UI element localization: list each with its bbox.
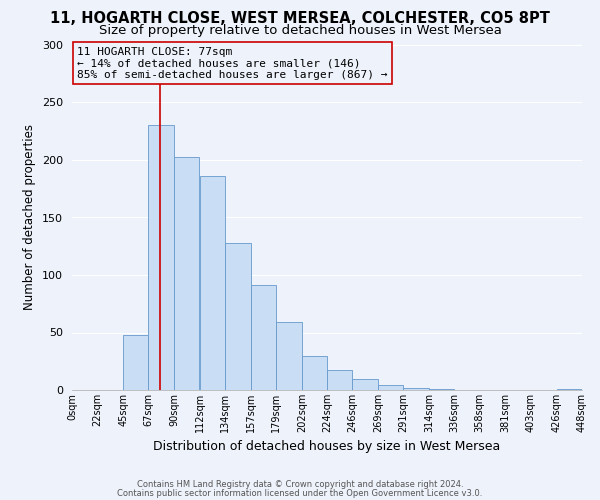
Bar <box>378 386 403 390</box>
Bar <box>327 370 352 390</box>
Text: 11 HOGARTH CLOSE: 77sqm
← 14% of detached houses are smaller (146)
85% of semi-d: 11 HOGARTH CLOSE: 77sqm ← 14% of detache… <box>77 46 388 80</box>
Bar <box>403 388 430 390</box>
Bar <box>557 389 582 390</box>
Text: Contains HM Land Registry data © Crown copyright and database right 2024.: Contains HM Land Registry data © Crown c… <box>137 480 463 489</box>
Bar <box>430 389 455 390</box>
Bar <box>199 176 224 390</box>
Y-axis label: Number of detached properties: Number of detached properties <box>23 124 36 310</box>
Bar <box>276 322 302 390</box>
Text: 11, HOGARTH CLOSE, WEST MERSEA, COLCHESTER, CO5 8PT: 11, HOGARTH CLOSE, WEST MERSEA, COLCHEST… <box>50 11 550 26</box>
Bar <box>148 126 175 390</box>
Bar <box>251 286 276 390</box>
Bar <box>302 356 327 390</box>
Bar <box>224 243 251 390</box>
Bar <box>175 156 199 390</box>
Bar <box>352 378 378 390</box>
Bar <box>123 335 148 390</box>
Text: Contains public sector information licensed under the Open Government Licence v3: Contains public sector information licen… <box>118 489 482 498</box>
Text: Size of property relative to detached houses in West Mersea: Size of property relative to detached ho… <box>98 24 502 37</box>
X-axis label: Distribution of detached houses by size in West Mersea: Distribution of detached houses by size … <box>154 440 500 454</box>
